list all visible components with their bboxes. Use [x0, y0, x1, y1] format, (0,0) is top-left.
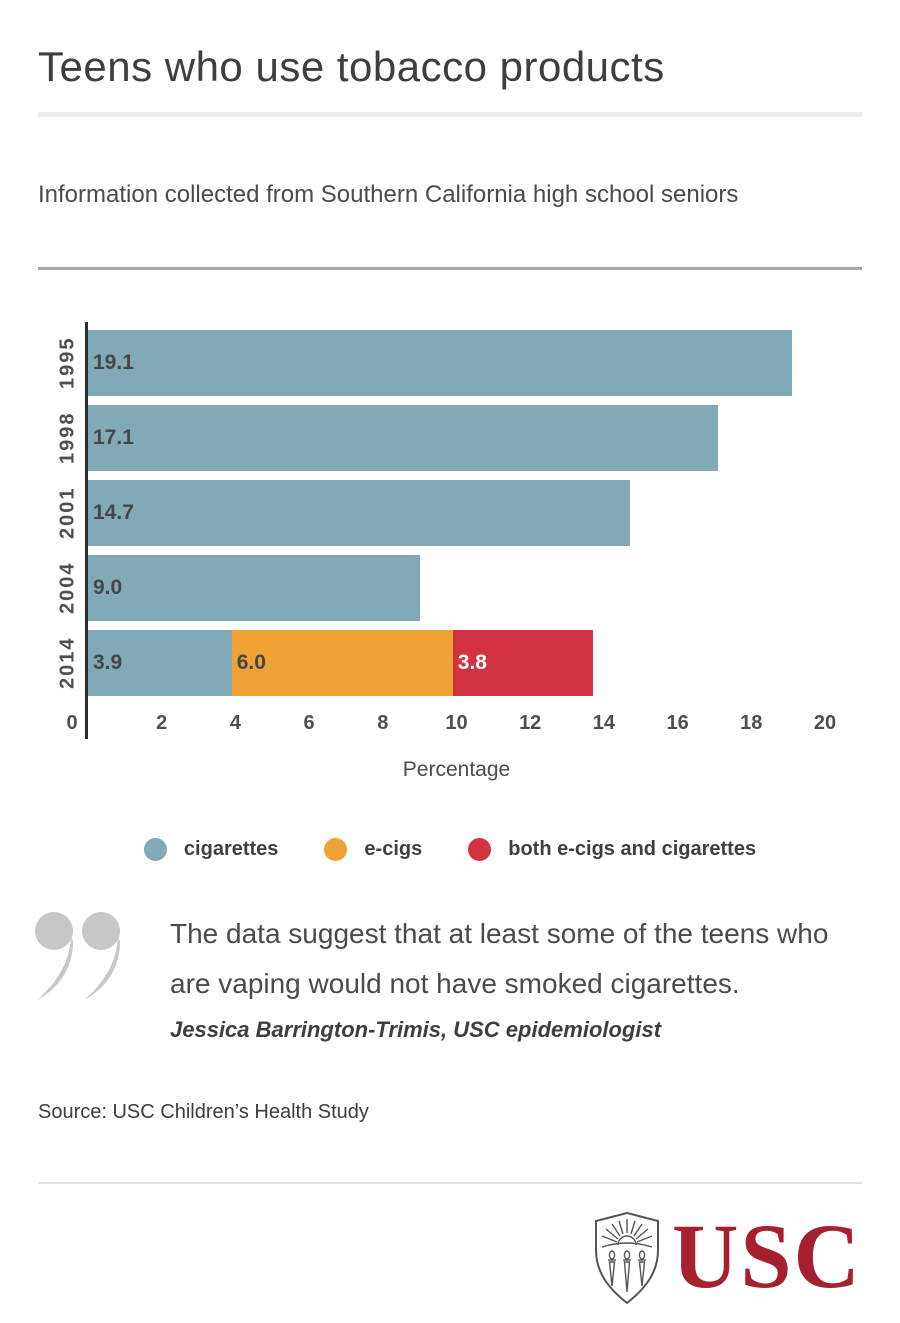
bar-value-label: 3.9 — [93, 651, 123, 674]
quote-attribution: Jessica Barrington-Trimis, USC epidemiol… — [170, 1017, 662, 1042]
double-quote-icon — [35, 912, 120, 1000]
y-axis-category-label: 2001 — [56, 486, 79, 540]
x-axis-tick-label: 12 — [519, 712, 542, 734]
bar-segment: 6.0 — [231, 630, 453, 696]
legend-item: both e-cigs and cigarettes — [468, 838, 756, 861]
bar-value-label: 17.1 — [93, 426, 134, 449]
chart-legend: cigarettes e-cigs both e-cigs and cigarett… — [0, 838, 900, 861]
bar-row: 1995 19.1 — [48, 330, 837, 396]
bar-track: 19.1 — [88, 330, 825, 396]
x-axis: 0 2 4 6 8 10 12 14 16 18 20 — [66, 712, 836, 736]
footer-divider — [38, 1182, 862, 1184]
bar-track: 17.1 — [88, 405, 825, 471]
bar-value-label: 6.0 — [236, 651, 266, 674]
bar-segment: 17.1 — [88, 405, 719, 471]
legend-dot-icon — [324, 838, 348, 861]
legend-item: cigarettes — [143, 838, 279, 861]
legend-dot-icon — [468, 838, 492, 861]
page-title: Teens who use tobacco products — [38, 43, 665, 90]
bar-row: 2014 3.9 6.0 3.8 — [48, 630, 837, 696]
bar-segment: 3.8 — [452, 630, 593, 696]
bar-value-label: 14.7 — [93, 501, 134, 524]
bar-row: 1998 17.1 — [48, 405, 837, 471]
bar-value-label: 19.1 — [93, 351, 134, 374]
x-axis-tick-label: 20 — [813, 712, 837, 734]
bar-value-label: 3.8 — [457, 651, 487, 674]
bar-row: 2001 14.7 — [48, 480, 837, 546]
legend-item: e-cigs — [324, 838, 422, 861]
x-axis-tick-label: 6 — [303, 712, 315, 734]
x-axis-tick-label: 18 — [740, 712, 763, 734]
bar-value-label: 9.0 — [93, 576, 123, 599]
usc-wordmark: USC — [671, 1205, 862, 1307]
chart-subtitle: Information collected from Southern Cali… — [38, 181, 739, 208]
bar-track: 14.7 — [88, 480, 825, 546]
bar-row: 2004 9.0 — [48, 555, 837, 621]
section-divider — [38, 267, 862, 270]
quote-text: The data suggest that at least some of t… — [170, 918, 829, 999]
bar-segment: 14.7 — [88, 480, 630, 546]
bar-chart: 1995 19.1 1998 17.1 2001 14.7 2004 9.0 2014 3.9 6.… — [48, 322, 900, 782]
y-axis-category-label: 1995 — [56, 336, 79, 390]
bar-segment: 9.0 — [88, 555, 420, 621]
y-axis-line — [85, 322, 88, 739]
bar-segment: 3.9 — [88, 630, 232, 696]
usc-logo: USC — [0, 1210, 862, 1304]
bar-segment: 19.1 — [88, 330, 792, 396]
x-axis-tick-label: 10 — [445, 712, 468, 734]
x-axis-tick-label: 2 — [156, 712, 168, 734]
bar-track: 3.9 6.0 3.8 — [88, 630, 825, 696]
title-divider — [38, 112, 862, 117]
legend-label: both e-cigs and cigarettes — [508, 838, 757, 860]
y-axis-category-label: 2014 — [56, 636, 79, 690]
bar-track: 9.0 — [88, 555, 825, 621]
y-axis-category-label: 1998 — [56, 411, 79, 465]
legend-label: e-cigs — [364, 838, 423, 860]
x-axis-title: Percentage — [402, 758, 511, 781]
x-axis-tick-label: 0 — [66, 712, 78, 734]
legend-dot-icon — [143, 838, 167, 861]
usc-shield-icon — [594, 1212, 659, 1304]
y-axis-category-label: 2004 — [56, 561, 79, 615]
x-axis-tick-label: 8 — [377, 712, 389, 734]
x-axis-tick-label: 14 — [592, 712, 616, 734]
quote-block: The data suggest that at least some of t… — [35, 909, 856, 1043]
source-line: Source: USC Children’s Health Study — [38, 1101, 369, 1123]
x-axis-tick-label: 4 — [229, 712, 241, 734]
legend-label: cigarettes — [183, 838, 279, 860]
plot-rows: 1995 19.1 1998 17.1 2001 14.7 2004 9.0 2014 3.9 6.… — [48, 322, 837, 739]
x-axis-tick-label: 16 — [666, 712, 689, 734]
